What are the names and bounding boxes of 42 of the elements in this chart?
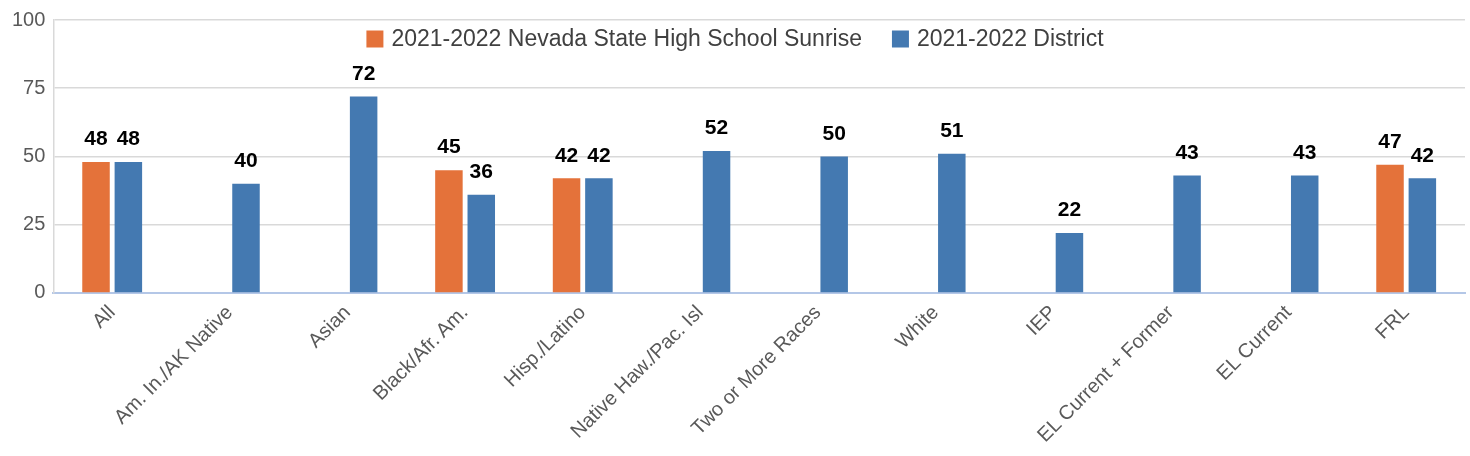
bar xyxy=(552,178,581,293)
data-label: 42 xyxy=(554,142,579,166)
data-label: 43 xyxy=(1293,139,1317,163)
data-label: 52 xyxy=(704,115,729,139)
data-label: 72 xyxy=(351,60,376,84)
bar xyxy=(467,194,496,293)
data-label: 48 xyxy=(84,126,109,150)
data-label: 45 xyxy=(437,134,461,158)
y-tick-label: 50 xyxy=(23,144,46,166)
data-label: 42 xyxy=(587,142,611,166)
bar xyxy=(1408,178,1437,293)
data-label: 22 xyxy=(1057,197,1082,221)
bar xyxy=(435,170,463,293)
data-label: 43 xyxy=(1175,139,1199,163)
data-label: 40 xyxy=(234,148,258,172)
data-label: 47 xyxy=(1378,128,1402,152)
data-label: 42 xyxy=(1410,142,1435,166)
legend-label: 2021-2022 District xyxy=(916,25,1105,52)
bar xyxy=(1376,164,1404,293)
bar xyxy=(1173,175,1201,293)
y-tick-label: 25 xyxy=(23,212,46,235)
y-tick-label: 100 xyxy=(11,7,46,30)
data-label: 50 xyxy=(822,120,846,144)
bar xyxy=(232,183,260,293)
bar xyxy=(702,151,731,293)
bar xyxy=(820,156,848,293)
bar xyxy=(82,161,110,293)
x-tick-label: FRL xyxy=(1370,300,1413,343)
bar xyxy=(114,161,143,293)
x-tick-label: IEP xyxy=(1021,300,1060,339)
bar xyxy=(938,153,966,293)
bar xyxy=(585,178,613,293)
data-label: 51 xyxy=(940,118,964,142)
bar xyxy=(1290,175,1319,293)
bar xyxy=(1055,232,1084,293)
y-tick-label: 75 xyxy=(23,75,46,98)
data-label: 48 xyxy=(116,126,141,150)
bar xyxy=(349,96,378,293)
y-tick-label: 0 xyxy=(34,280,46,303)
x-tick-label: All xyxy=(87,300,119,332)
legend-label: 2021-2022 Nevada State High School Sunrise xyxy=(391,25,862,52)
data-label: 36 xyxy=(469,158,493,182)
